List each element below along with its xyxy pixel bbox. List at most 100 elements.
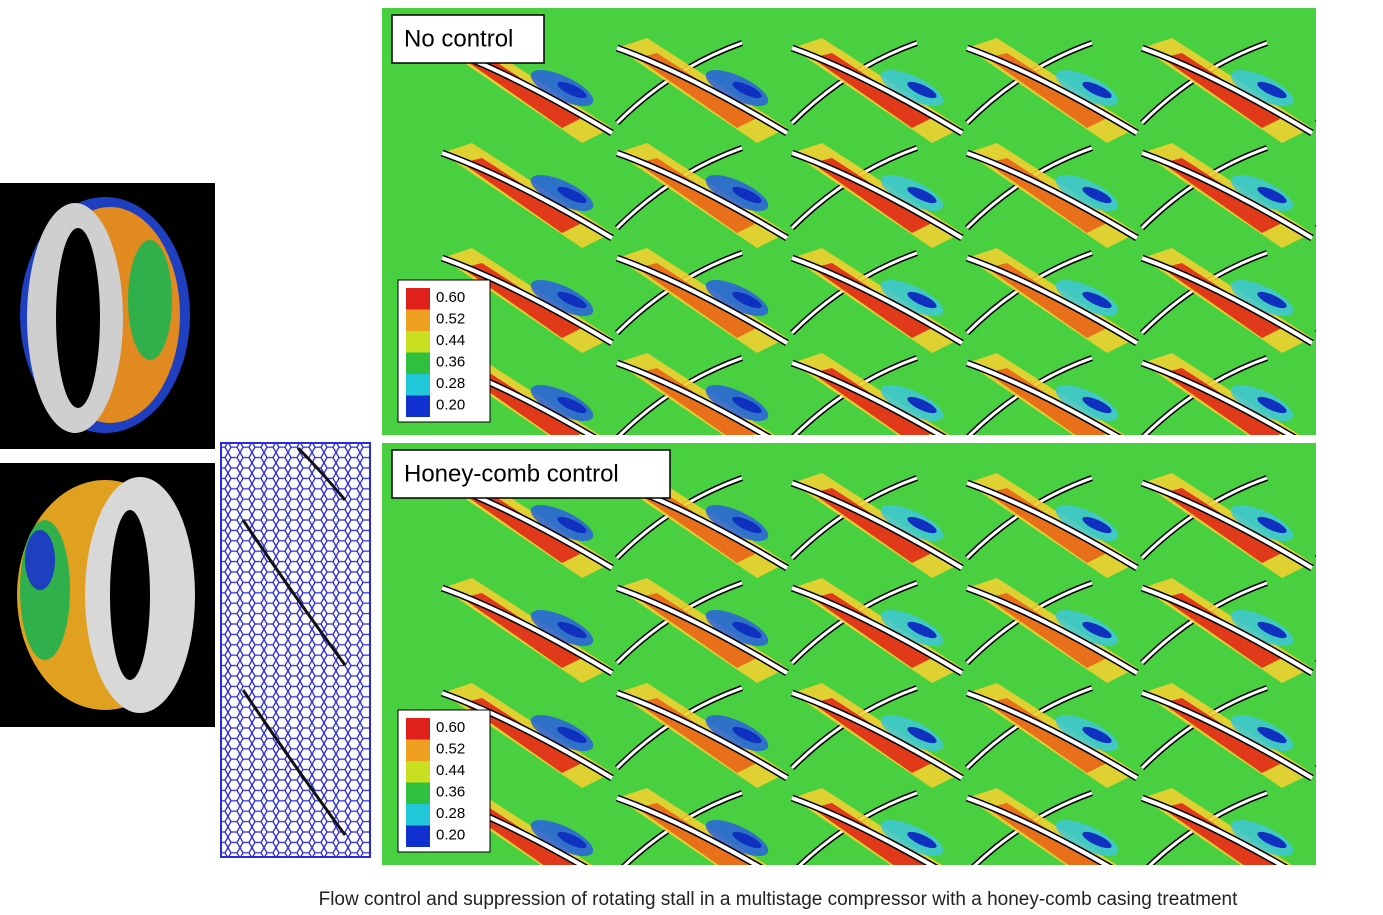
blade — [616, 586, 789, 675]
contour-low — [557, 621, 587, 639]
colorbar-swatch — [406, 782, 430, 804]
colorbar-label: 0.44 — [436, 332, 465, 349]
colorbar-label: 0.20 — [436, 826, 465, 843]
colorbar-swatch — [406, 761, 430, 783]
colorbar-swatch — [406, 825, 430, 847]
contour-low — [732, 726, 762, 744]
colorbar-label: 0.36 — [436, 353, 465, 370]
colorbar-swatch — [406, 352, 430, 374]
blade — [616, 256, 789, 345]
blade — [616, 46, 789, 135]
label-box — [391, 449, 671, 499]
colorbar-label: 0.60 — [436, 289, 465, 306]
contour-low — [907, 726, 937, 744]
blade — [791, 481, 964, 570]
contour-low — [1257, 516, 1287, 534]
honeycomb-panel — [220, 442, 371, 858]
blade — [1141, 796, 1286, 865]
contour-low — [557, 291, 587, 309]
contour-low — [1082, 186, 1112, 204]
contour-low — [557, 831, 587, 849]
colorbar-swatch — [406, 739, 430, 761]
contour-low — [557, 726, 587, 744]
colorbar-swatch — [406, 331, 430, 353]
contour-low — [1257, 291, 1287, 309]
contour-low — [1082, 81, 1112, 99]
contour-panel — [382, 8, 1383, 438]
blade — [1141, 691, 1314, 780]
colorbar-label: 0.44 — [436, 762, 465, 779]
blade — [791, 796, 936, 865]
blade — [966, 361, 1119, 435]
contour-low — [907, 396, 937, 414]
colorbar-label: 0.28 — [436, 805, 465, 822]
blade — [1315, 331, 1316, 332]
blade — [1141, 46, 1314, 135]
contour-low — [1257, 831, 1287, 849]
contour-low — [557, 516, 587, 534]
contour-low — [1082, 516, 1112, 534]
contour-low — [907, 81, 937, 99]
contour-low — [732, 621, 762, 639]
contour-low — [557, 396, 587, 414]
blade — [1315, 661, 1316, 662]
contour-low — [1257, 726, 1287, 744]
contour-low — [1257, 186, 1287, 204]
blade — [1141, 361, 1294, 435]
blade — [1141, 586, 1314, 675]
blade — [1315, 766, 1316, 767]
blade — [1314, 119, 1316, 122]
contour-low — [1082, 396, 1112, 414]
blade — [1141, 256, 1314, 345]
colorbar-label: 0.36 — [436, 783, 465, 800]
contour-low — [1257, 621, 1287, 639]
blade — [616, 361, 769, 435]
contour-low — [907, 516, 937, 534]
contour-low — [1082, 291, 1112, 309]
render-bottom — [0, 463, 215, 727]
blade — [616, 796, 761, 865]
blade — [791, 256, 964, 345]
contour-low — [732, 291, 762, 309]
colorbar-swatch — [406, 804, 430, 826]
blade — [966, 256, 1139, 345]
colorbar-swatch — [406, 374, 430, 396]
panel-label: Honey-comb control — [404, 460, 619, 487]
contour-low — [1082, 726, 1112, 744]
blade — [441, 691, 614, 780]
blade — [966, 481, 1139, 570]
contour-low — [557, 81, 587, 99]
blade — [1314, 224, 1316, 227]
colorbar-swatch — [406, 718, 430, 740]
blade — [441, 151, 614, 240]
colorbar-swatch — [406, 309, 430, 331]
blade — [966, 691, 1139, 780]
blade — [1317, 358, 1383, 438]
contour-panel — [382, 443, 1383, 873]
blade — [441, 256, 614, 345]
blade — [1314, 764, 1316, 767]
colorbar-label: 0.52 — [436, 310, 465, 327]
contour-low — [732, 831, 762, 849]
contour-low — [1082, 831, 1112, 849]
blade — [616, 691, 789, 780]
colorbar-swatch — [406, 288, 430, 310]
blade — [1317, 793, 1383, 873]
colorbar-label: 0.28 — [436, 375, 465, 392]
blade — [966, 796, 1111, 865]
blade — [1141, 151, 1314, 240]
contour-low — [1257, 81, 1287, 99]
blade — [1315, 556, 1316, 557]
render-top — [0, 183, 215, 449]
blade — [1314, 659, 1316, 662]
contour-low — [907, 621, 937, 639]
colorbar-label: 0.60 — [436, 719, 465, 736]
blade — [1315, 434, 1316, 435]
blade — [966, 151, 1139, 240]
blade — [616, 151, 789, 240]
blade — [791, 691, 964, 780]
contour-low — [1082, 621, 1112, 639]
colorbar-label: 0.20 — [436, 396, 465, 413]
contour-low — [907, 291, 937, 309]
blade — [1141, 481, 1314, 570]
